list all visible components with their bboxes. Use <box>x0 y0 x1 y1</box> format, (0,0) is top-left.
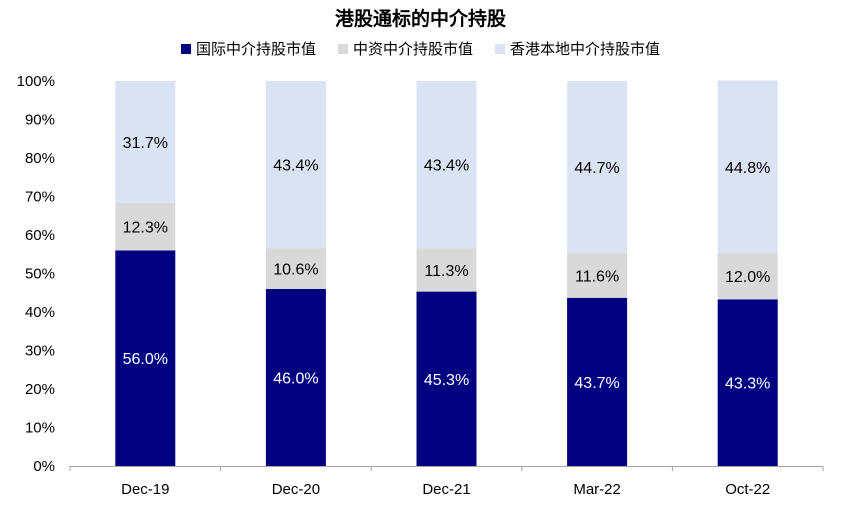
x-category-label: Dec-20 <box>272 481 320 498</box>
bar-segment <box>115 250 176 466</box>
x-category-label: Mar-22 <box>573 481 621 498</box>
data-label: 11.6% <box>575 268 619 285</box>
data-label: 43.4% <box>273 158 318 175</box>
legend-label-chinese: 中资中介持股市值 <box>352 40 473 58</box>
bar-segment <box>416 248 477 292</box>
data-label: 11.3% <box>424 263 468 280</box>
y-tick-label: 90% <box>25 112 55 129</box>
data-label: 46.0% <box>273 370 318 387</box>
legend-item-international: 国际中介持股市值 <box>180 38 316 59</box>
y-tick-label: 60% <box>25 227 55 244</box>
data-label: 12.0% <box>725 269 770 286</box>
y-tick-label: 10% <box>25 420 55 437</box>
data-label: 43.4% <box>424 158 469 175</box>
y-tick-label: 40% <box>25 304 55 321</box>
legend-swatch-chinese <box>337 43 348 54</box>
bar-segment <box>416 81 477 249</box>
data-label: 44.8% <box>725 160 770 177</box>
y-tick-label: 0% <box>33 458 55 475</box>
data-label: 43.7% <box>574 375 619 392</box>
bar-segment <box>265 248 326 289</box>
bar-segment <box>115 81 176 204</box>
data-label: 44.7% <box>574 160 619 177</box>
data-label: 31.7% <box>123 135 168 152</box>
bar-segment <box>717 253 778 300</box>
y-tick-label: 80% <box>25 150 55 167</box>
bar-segment <box>416 291 477 466</box>
legend-item-hk-local: 香港本地中介持股市值 <box>495 38 660 59</box>
chart-title: 港股通标的中介持股 <box>334 8 506 30</box>
bar-segment <box>265 81 326 249</box>
legend-label-hk-local: 香港本地中介持股市值 <box>510 40 661 58</box>
data-label: 43.3% <box>725 376 770 393</box>
data-label: 56.0% <box>123 351 168 368</box>
y-tick-label: 70% <box>25 189 55 206</box>
y-tick-label: 20% <box>25 381 55 398</box>
bar-segment <box>567 81 628 254</box>
chart-legend: 国际中介持股市值 中资中介持股市值 香港本地中介持股市值 <box>0 38 841 59</box>
y-tick-label: 100% <box>17 73 55 90</box>
legend-swatch-hk-local <box>495 43 505 54</box>
data-label: 10.6% <box>273 261 318 278</box>
x-category-label: Dec-19 <box>121 481 169 498</box>
data-label: 45.3% <box>424 372 469 389</box>
bar-segment <box>265 288 326 466</box>
y-tick-label: 50% <box>25 266 55 283</box>
bar-segment <box>567 253 628 298</box>
legend-label-international: 国际中介持股市值 <box>195 40 316 58</box>
data-label: 12.3% <box>123 220 168 237</box>
bar-segment <box>115 203 176 251</box>
bar-segment <box>717 80 778 254</box>
bar-segment <box>567 297 628 466</box>
y-tick-label: 30% <box>25 343 55 360</box>
bar-segment <box>717 299 778 466</box>
x-category-label: Oct-22 <box>725 481 770 498</box>
legend-swatch-international <box>180 43 191 54</box>
x-category-label: Dec-21 <box>422 481 470 498</box>
legend-item-chinese: 中资中介持股市值 <box>337 38 473 59</box>
